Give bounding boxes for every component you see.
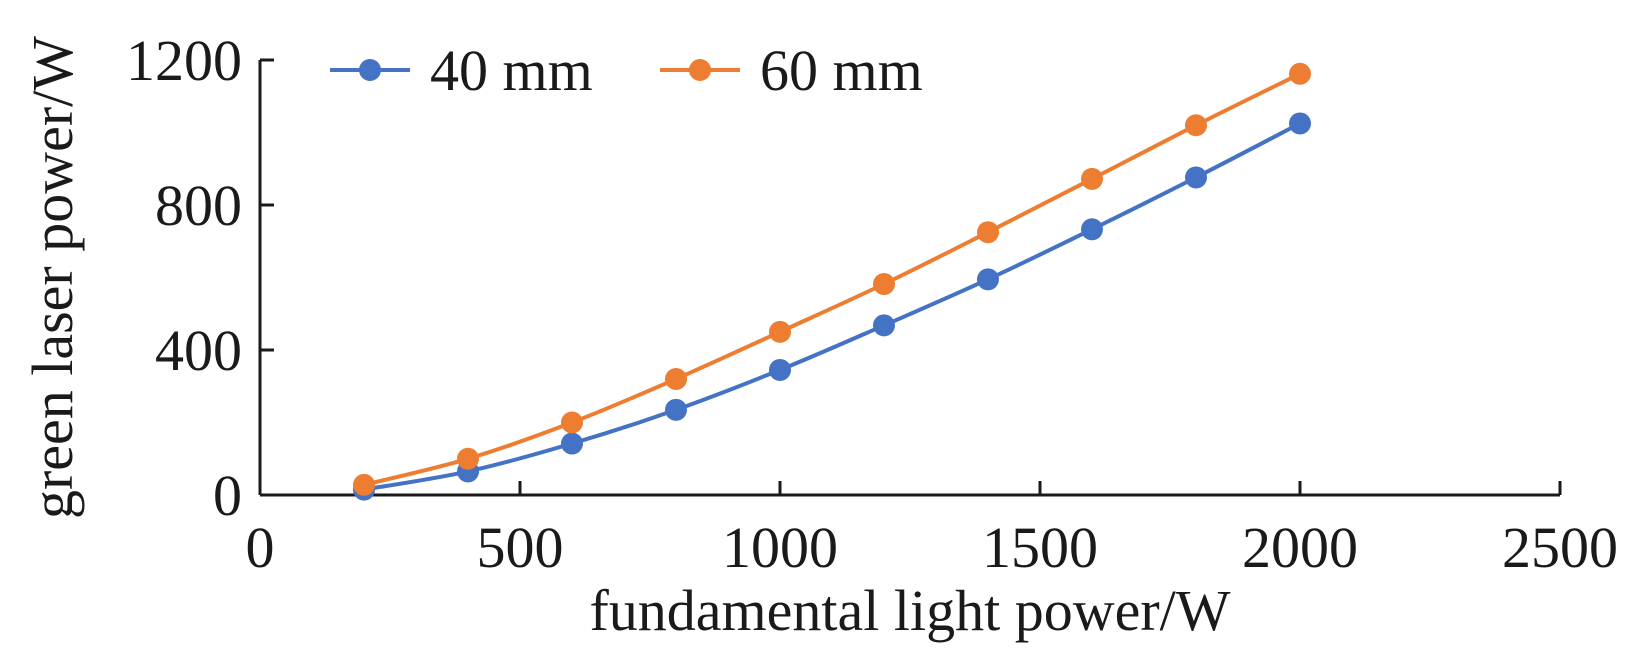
- data-point: [977, 268, 999, 291]
- data-point: [665, 398, 687, 421]
- x-tick-label: 2500: [1502, 515, 1618, 580]
- legend-label: 60 mm: [760, 38, 923, 103]
- data-point: [1081, 167, 1103, 190]
- legend-item: 60 mm: [660, 38, 923, 103]
- y-tick-label: 800: [155, 173, 242, 238]
- x-tick-label: 0: [246, 515, 275, 580]
- y-tick-label: 400: [155, 318, 242, 383]
- data-point: [769, 320, 791, 343]
- legend-label: 40 mm: [430, 38, 593, 103]
- data-point: [873, 273, 895, 296]
- x-axis-title: fundamental light power/W: [589, 578, 1230, 643]
- data-point: [665, 368, 687, 390]
- series-line: [363, 72, 1301, 487]
- data-point: [1289, 62, 1311, 85]
- series-layer: [353, 62, 1311, 501]
- data-point: [769, 358, 791, 381]
- data-point: [457, 447, 479, 470]
- data-point: [873, 314, 895, 337]
- y-tick-label: 0: [213, 463, 242, 528]
- data-point: [561, 411, 583, 434]
- legend-marker: [689, 59, 711, 81]
- legend-marker: [359, 59, 381, 81]
- series-60-mm: [353, 62, 1311, 496]
- x-tick-label: 500: [477, 515, 564, 580]
- legend: 40 mm 60 mm: [330, 38, 923, 103]
- x-tick-label: 2000: [1242, 515, 1358, 580]
- data-point: [1185, 114, 1207, 137]
- y-axis-title: green laser power/W: [20, 36, 85, 519]
- data-point: [1081, 218, 1103, 241]
- legend-item: 40 mm: [330, 38, 593, 103]
- series-line: [363, 121, 1301, 492]
- x-axis-ticks: 0 500 1000 1500 2000 2500: [246, 481, 1618, 580]
- data-point: [1185, 166, 1207, 189]
- data-point: [353, 473, 375, 496]
- x-tick-label: 1500: [982, 515, 1098, 580]
- data-point: [977, 221, 999, 244]
- axes: [258, 60, 1560, 497]
- y-tick-label: 1200: [126, 28, 242, 93]
- data-point: [561, 432, 583, 455]
- data-point: [1289, 112, 1311, 135]
- y-axis-ticks: 0 400 800 1200: [126, 28, 274, 528]
- x-tick-label: 1000: [722, 515, 838, 580]
